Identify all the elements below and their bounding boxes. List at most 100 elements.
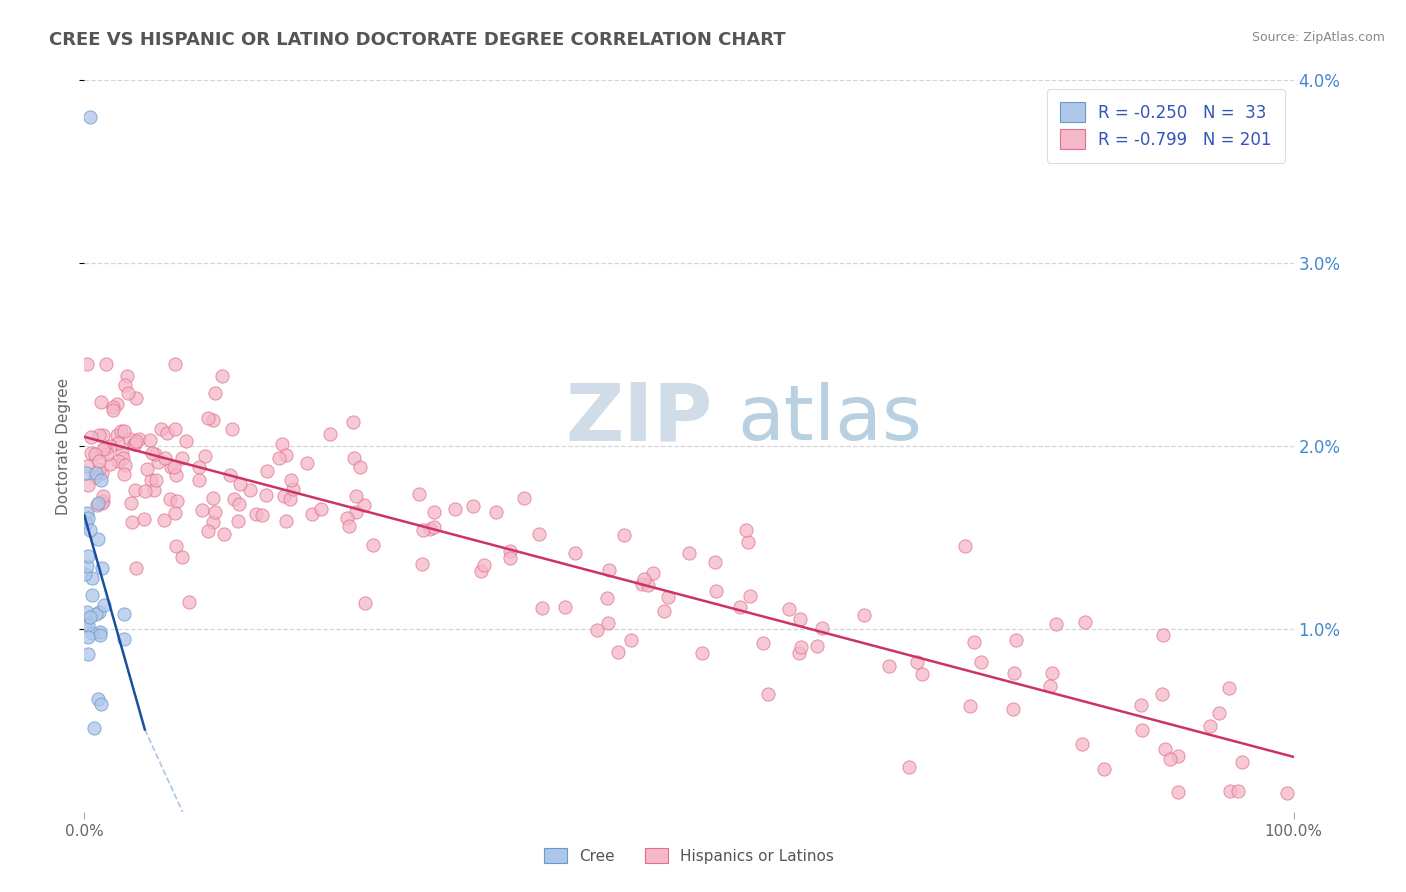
Point <box>690 646 713 660</box>
Point <box>73 567 96 582</box>
Point <box>112 607 135 621</box>
Point <box>633 572 655 586</box>
Point <box>202 491 225 505</box>
Point <box>353 498 375 512</box>
Point <box>107 454 129 468</box>
Point <box>1218 681 1240 695</box>
Point <box>276 514 298 528</box>
Point <box>76 618 98 632</box>
Point <box>82 571 104 585</box>
Point <box>1208 706 1230 720</box>
Point <box>114 458 136 472</box>
Point <box>76 559 98 574</box>
Point <box>1152 687 1174 701</box>
Point <box>117 385 139 400</box>
Point <box>87 691 110 706</box>
Point <box>256 464 278 478</box>
Point <box>343 450 366 465</box>
Point <box>142 483 165 497</box>
Point <box>156 426 179 441</box>
Point <box>77 549 100 563</box>
Point <box>112 467 135 481</box>
Point <box>110 424 132 438</box>
Point <box>87 462 110 476</box>
Text: atlas: atlas <box>737 382 922 456</box>
Point <box>1198 719 1220 733</box>
Point <box>132 512 155 526</box>
Point <box>411 558 433 572</box>
Point <box>120 432 142 446</box>
Point <box>787 646 810 660</box>
Point <box>1002 665 1025 680</box>
Point <box>1071 737 1094 751</box>
Point <box>1218 784 1240 798</box>
Point <box>77 511 100 525</box>
Point <box>90 697 112 711</box>
Point <box>163 459 186 474</box>
Point <box>79 523 101 537</box>
Point <box>188 473 211 487</box>
Point <box>444 502 467 516</box>
Text: ZIP: ZIP <box>565 380 713 458</box>
Point <box>76 648 98 662</box>
Point <box>962 635 984 649</box>
Point <box>229 477 252 491</box>
Point <box>190 503 212 517</box>
Point <box>73 616 96 631</box>
Point <box>174 434 197 449</box>
Point <box>1130 698 1153 712</box>
Point <box>204 385 226 400</box>
Point <box>245 507 267 521</box>
Point <box>155 451 177 466</box>
Point <box>641 566 664 580</box>
Point <box>153 513 176 527</box>
Point <box>122 437 145 451</box>
Point <box>159 492 181 507</box>
Point <box>76 506 98 520</box>
Point <box>790 640 813 655</box>
Point <box>898 760 921 774</box>
Point <box>150 422 173 436</box>
Point <box>125 561 148 575</box>
Point <box>79 110 101 124</box>
Point <box>170 451 193 466</box>
Point <box>637 578 659 592</box>
Point <box>269 450 291 465</box>
Point <box>110 446 132 460</box>
Point <box>1226 783 1249 797</box>
Point <box>124 434 146 449</box>
Point <box>87 605 110 619</box>
Point <box>114 378 136 392</box>
Point <box>280 474 302 488</box>
Point <box>529 526 551 541</box>
Point <box>810 621 832 635</box>
Point <box>98 457 121 471</box>
Point <box>1230 755 1253 769</box>
Point <box>1045 616 1067 631</box>
Point <box>737 535 759 549</box>
Point <box>80 430 103 444</box>
Legend: Cree, Hispanics or Latinos: Cree, Hispanics or Latinos <box>537 842 841 870</box>
Point <box>87 532 110 546</box>
Point <box>86 499 108 513</box>
Point <box>349 459 371 474</box>
Point <box>342 415 364 429</box>
Point <box>586 623 609 637</box>
Point <box>412 523 434 537</box>
Point <box>295 456 318 470</box>
Point <box>280 492 302 507</box>
Point <box>752 636 775 650</box>
Point <box>728 600 751 615</box>
Point <box>165 506 187 520</box>
Point <box>499 550 522 565</box>
Point <box>336 511 359 525</box>
Point <box>254 488 277 502</box>
Point <box>204 505 226 519</box>
Point <box>91 427 114 442</box>
Point <box>89 454 111 468</box>
Point <box>93 599 115 613</box>
Point <box>145 447 167 461</box>
Point <box>1001 702 1024 716</box>
Point <box>112 632 135 647</box>
Y-axis label: Doctorate Degree: Doctorate Degree <box>56 377 72 515</box>
